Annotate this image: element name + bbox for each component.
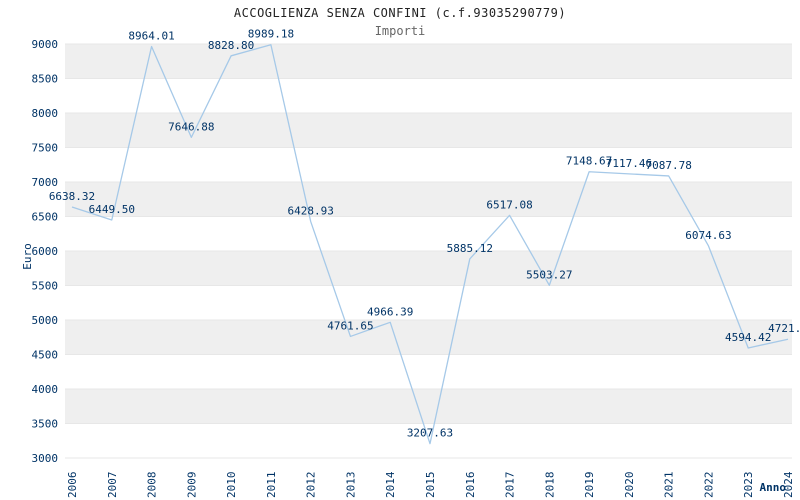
x-tick-label: 2010 <box>225 472 238 499</box>
point-label: 7117.46 <box>606 157 652 170</box>
point-label: 7646.88 <box>168 120 214 133</box>
point-label: 6638.32 <box>49 190 95 203</box>
y-tick-label: 6500 <box>32 211 59 224</box>
y-tick-label: 5500 <box>32 280 59 293</box>
y-axis-title: Euro <box>20 243 34 270</box>
x-tick-label: 2016 <box>464 472 477 499</box>
plot-band <box>65 44 792 79</box>
point-label: 4721.5 <box>768 322 800 335</box>
x-tick-label: 2021 <box>663 472 676 499</box>
chart-subtitle: Importi <box>374 24 426 38</box>
plot-band <box>65 389 792 424</box>
x-tick-label: 2018 <box>543 472 556 499</box>
y-tick-label: 8500 <box>32 73 59 86</box>
y-tick-label: 8000 <box>32 107 59 120</box>
point-label: 8989.18 <box>248 28 294 41</box>
point-label: 5885.12 <box>447 242 493 255</box>
x-tick-label: 2012 <box>305 472 318 499</box>
y-tick-label: 3000 <box>32 452 59 465</box>
y-tick-label: 3500 <box>32 418 59 431</box>
y-tick-label: 4000 <box>32 383 59 396</box>
point-label: 3207.63 <box>407 427 453 440</box>
point-label: 6517.08 <box>486 198 532 211</box>
x-tick-label: 2020 <box>623 472 636 499</box>
y-tick-label: 7000 <box>32 176 59 189</box>
x-tick-label: 2017 <box>504 472 517 499</box>
point-label: 6074.63 <box>685 229 731 242</box>
plot-band <box>65 182 792 217</box>
x-tick-label: 2013 <box>344 472 357 499</box>
x-tick-label: 2023 <box>742 472 755 499</box>
x-tick-label: 2011 <box>265 472 278 499</box>
plot-band <box>65 113 792 148</box>
y-tick-label: 9000 <box>32 38 59 51</box>
point-label: 8964.01 <box>128 29 174 42</box>
x-tick-label: 2015 <box>424 472 437 499</box>
point-label: 6428.93 <box>287 204 333 217</box>
x-tick-label: 2014 <box>384 471 397 498</box>
y-tick-label: 6000 <box>32 245 59 258</box>
y-tick-label: 7500 <box>32 142 59 155</box>
plot-band <box>65 251 792 286</box>
point-label: 7087.78 <box>645 159 691 172</box>
x-tick-label: 2024 <box>782 471 795 498</box>
point-label: 4594.42 <box>725 331 771 344</box>
plot-band <box>65 320 792 355</box>
x-tick-label: 2019 <box>583 472 596 499</box>
x-tick-label: 2008 <box>146 472 159 499</box>
point-label: 7148.67 <box>566 155 612 168</box>
point-label: 4761.65 <box>327 319 373 332</box>
x-axis-title: Anno <box>759 481 787 494</box>
y-tick-label: 4500 <box>32 349 59 362</box>
y-tick-label: 5000 <box>32 314 59 327</box>
point-label: 8828.80 <box>208 39 254 52</box>
point-label: 6449.50 <box>89 203 135 216</box>
x-tick-label: 2007 <box>106 472 119 499</box>
x-tick-label: 2022 <box>702 472 715 499</box>
x-tick-label: 2009 <box>185 472 198 499</box>
data-line <box>71 44 789 445</box>
point-label: 5503.27 <box>526 268 572 281</box>
chart-title: ACCOGLIENZA SENZA CONFINI (c.f.930352907… <box>233 6 567 20</box>
x-tick-label: 2006 <box>66 472 79 499</box>
point-label: 4966.39 <box>367 305 413 318</box>
